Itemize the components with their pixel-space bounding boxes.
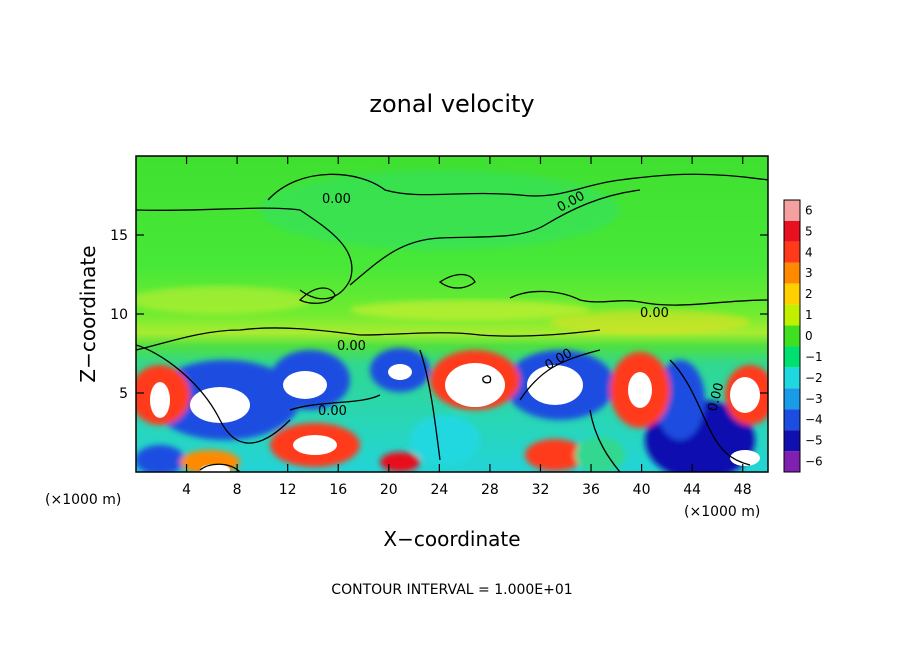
colorbar-label: 5 — [805, 224, 813, 238]
colorbar-swatch — [784, 367, 800, 389]
colorbar-swatch — [784, 200, 800, 221]
colorbar-swatch — [784, 430, 800, 452]
contour-interval-note: CONTOUR INTERVAL = 1.000E+01 — [331, 582, 572, 598]
x-tick-label: 40 — [633, 482, 651, 498]
x-tick-label: 4 — [182, 482, 191, 498]
x-tick-label: 8 — [233, 482, 242, 498]
colorbar-label: 4 — [805, 245, 813, 259]
colorbar-swatch — [784, 262, 800, 284]
colorbar-label: −3 — [805, 392, 823, 406]
colorbar-swatch — [784, 220, 800, 242]
colorbar-swatch — [784, 283, 800, 305]
colorbar-label: 0 — [805, 329, 813, 343]
colorbar-label: −5 — [805, 434, 823, 448]
colorbar-label: 1 — [805, 308, 813, 322]
x-axis-ticks: 4 8 12 16 20 24 28 32 36 40 44 48 — [182, 156, 752, 498]
contour-label: 0.00 — [705, 381, 727, 413]
y-axis-ticks: 5 10 15 — [110, 228, 768, 402]
chart-title: zonal velocity — [369, 90, 534, 118]
colorbar-label: −2 — [805, 371, 823, 385]
y-tick-label: 15 — [110, 228, 128, 244]
colorbar-swatch — [784, 388, 800, 410]
x-tick-label: 44 — [683, 482, 701, 498]
colorbar-label: 2 — [805, 287, 813, 301]
x-axis-label: X−coordinate — [383, 527, 520, 551]
colorbar-label: −1 — [805, 350, 823, 364]
contour-label: 0.00 — [318, 404, 347, 419]
contour-label: 0.00 — [640, 306, 669, 321]
colorbar: 6 5 4 3 2 1 0 −1 −2 −3 −4 −5 −6 — [783, 199, 823, 473]
colorbar-label: 6 — [805, 203, 813, 217]
colorbar-swatch — [784, 409, 800, 431]
colorbar-label: −4 — [805, 413, 823, 427]
x-tick-label: 48 — [734, 482, 752, 498]
colorbar-swatch — [784, 451, 800, 472]
colorbar-swatch — [784, 325, 800, 347]
y-tick-label: 5 — [119, 386, 128, 402]
colorbar-label: 3 — [805, 266, 813, 280]
contour-label: 0.00 — [337, 339, 366, 354]
y-axis-label: Z−coordinate — [76, 245, 100, 382]
colorbar-swatch — [784, 346, 800, 368]
y-tick-label: 10 — [110, 307, 128, 323]
x-tick-label: 20 — [380, 482, 398, 498]
colorbar-label: −6 — [805, 455, 823, 469]
colorbar-frame — [783, 199, 801, 473]
x-unit-right: (×1000 m) — [684, 504, 760, 520]
colorbar-swatch — [784, 241, 800, 263]
x-tick-label: 16 — [329, 482, 347, 498]
colorbar-swatch — [784, 304, 800, 326]
heatmap-field — [136, 156, 768, 472]
x-unit-left: (×1000 m) — [45, 492, 121, 508]
x-tick-label: 12 — [279, 482, 297, 498]
x-tick-label: 36 — [582, 482, 600, 498]
x-tick-label: 28 — [481, 482, 499, 498]
contour-label: 0.00 — [322, 192, 351, 207]
x-tick-label: 32 — [532, 482, 550, 498]
x-tick-label: 24 — [430, 482, 448, 498]
